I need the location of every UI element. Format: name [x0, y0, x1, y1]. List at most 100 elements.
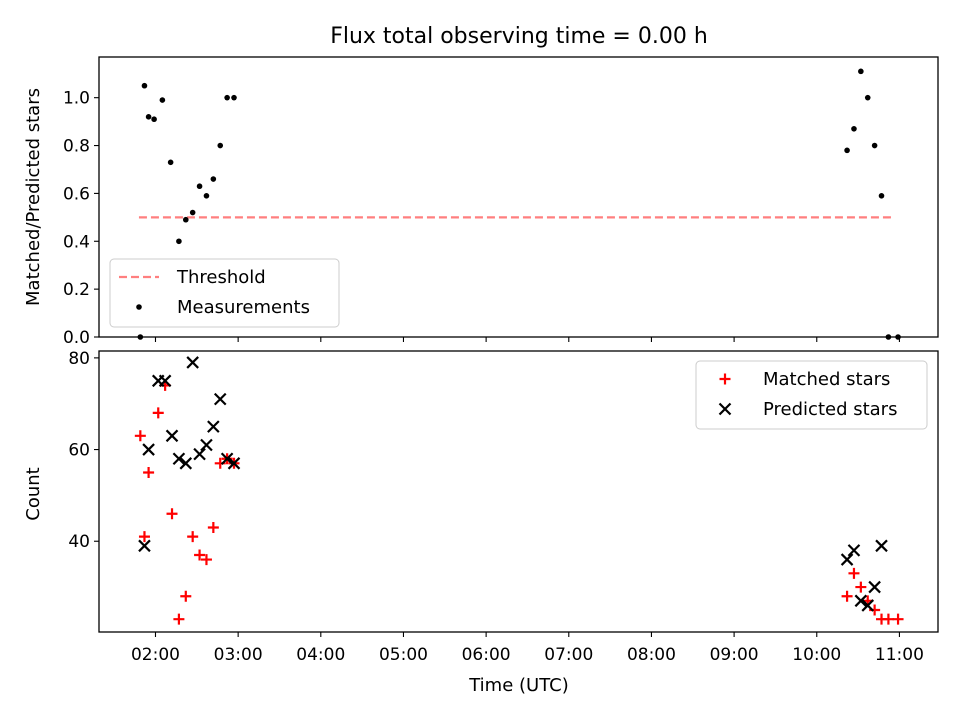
legend-box: [109, 258, 340, 328]
bottom-y-axis-label: Count: [23, 467, 44, 520]
x-tick-label: 02:00: [131, 645, 180, 665]
x-tick-label: 10:00: [792, 645, 841, 665]
legend-item: Threshold: [119, 267, 266, 288]
legend: Threshold Measurements: [109, 258, 340, 328]
data-point: [176, 238, 182, 245]
data-point: [200, 554, 212, 566]
legend-item: Measurements: [136, 297, 310, 318]
data-point: [200, 438, 213, 452]
data-point: [207, 420, 220, 433]
data-point: [172, 452, 186, 466]
data-point: [142, 443, 155, 456]
data-point: [159, 97, 166, 103]
data-point: [207, 521, 219, 533]
ratio-panel: 0.0 0.2 0.4 0.6 0.8 1.0 Threshold Measurements: [63, 56, 939, 348]
legend-item: Matched stars: [719, 369, 890, 390]
data-point: [203, 193, 210, 199]
data-point: [143, 466, 155, 478]
legend-marker: [718, 402, 732, 416]
data-point: [194, 549, 206, 561]
legend-label: Threshold: [176, 267, 266, 288]
data-point: [231, 94, 237, 101]
data-point: [187, 531, 199, 543]
data-point: [875, 539, 888, 553]
data-point: [864, 94, 871, 101]
y-tick-label: 0.0: [63, 328, 90, 348]
legend-label: Matched stars: [763, 369, 890, 390]
top-y-axis-label: Matched/Predicted stars: [23, 88, 44, 306]
data-point: [210, 176, 217, 182]
legend-label: Measurements: [177, 297, 310, 318]
axes-frame: [98, 56, 939, 338]
x-axis-label: Time (UTC): [468, 675, 569, 696]
legend-marker: [136, 304, 142, 310]
data-point: [848, 567, 860, 579]
legend-marker: [719, 373, 731, 385]
x-tick-label: 11:00: [875, 645, 924, 665]
data-point: [227, 457, 241, 470]
data-point: [878, 193, 885, 199]
data-point: [145, 114, 152, 120]
data-point: [167, 159, 174, 166]
data-point: [180, 590, 192, 602]
count-panel: 40 60 80 02:00 03:00 04:00 05:00 06:00 07:00 08:0…: [68, 349, 939, 665]
y-tick-label: 1.0: [63, 89, 90, 109]
series-predicted-stars: [138, 356, 888, 612]
data-point: [179, 457, 193, 470]
x-tick-label: 05:00: [379, 645, 428, 665]
data-point: [193, 447, 206, 461]
y-tick-label: 80: [68, 349, 90, 369]
data-point: [882, 613, 894, 625]
y-tick-label: 0.2: [63, 280, 90, 300]
data-point: [220, 452, 234, 466]
x-tick-label: 08:00: [627, 645, 676, 665]
data-point: [871, 142, 878, 149]
data-point: [173, 613, 185, 625]
data-point: [141, 82, 148, 89]
data-point: [138, 539, 151, 553]
data-point: [858, 68, 864, 75]
data-point: [861, 599, 875, 612]
x-tick-label: 06:00: [462, 645, 511, 665]
data-point: [152, 407, 164, 419]
y-tick-label: 40: [68, 532, 90, 552]
data-point: [224, 94, 230, 101]
y-tick-label: 0.8: [63, 137, 90, 157]
data-point: [217, 142, 224, 149]
legend-label: Predicted stars: [763, 399, 897, 420]
data-point: [892, 613, 904, 625]
data-point: [186, 356, 199, 369]
x-tick-label: 04:00: [296, 645, 345, 665]
legend: Matched stars Predicted stars: [695, 360, 928, 430]
x-tick-label: 03:00: [214, 645, 263, 665]
data-point: [165, 429, 179, 443]
data-point: [151, 116, 157, 123]
data-point: [854, 594, 868, 608]
chart-title: Flux total observing time = 0.00 h: [330, 24, 708, 49]
data-point: [844, 147, 850, 154]
data-point: [855, 581, 867, 593]
data-point: [851, 125, 857, 132]
data-point: [134, 430, 146, 442]
data-point: [847, 544, 861, 557]
data-point: [166, 508, 178, 520]
data-point: [196, 183, 203, 190]
y-tick-label: 60: [68, 441, 90, 461]
axes-frame: [98, 350, 939, 633]
data-point: [868, 580, 881, 594]
x-tick-label: 09:00: [710, 645, 759, 665]
y-tick-label: 0.6: [63, 184, 90, 204]
data-point: [158, 374, 172, 388]
data-point: [182, 216, 189, 223]
data-point: [213, 392, 227, 406]
legend-item: Predicted stars: [718, 399, 897, 420]
data-point: [840, 553, 854, 566]
y-tick-label: 0.4: [63, 232, 90, 252]
x-tick-label: 07:00: [544, 645, 593, 665]
data-point: [138, 531, 150, 543]
data-point: [189, 209, 196, 216]
legend-box: [695, 360, 928, 430]
data-point: [841, 590, 853, 602]
